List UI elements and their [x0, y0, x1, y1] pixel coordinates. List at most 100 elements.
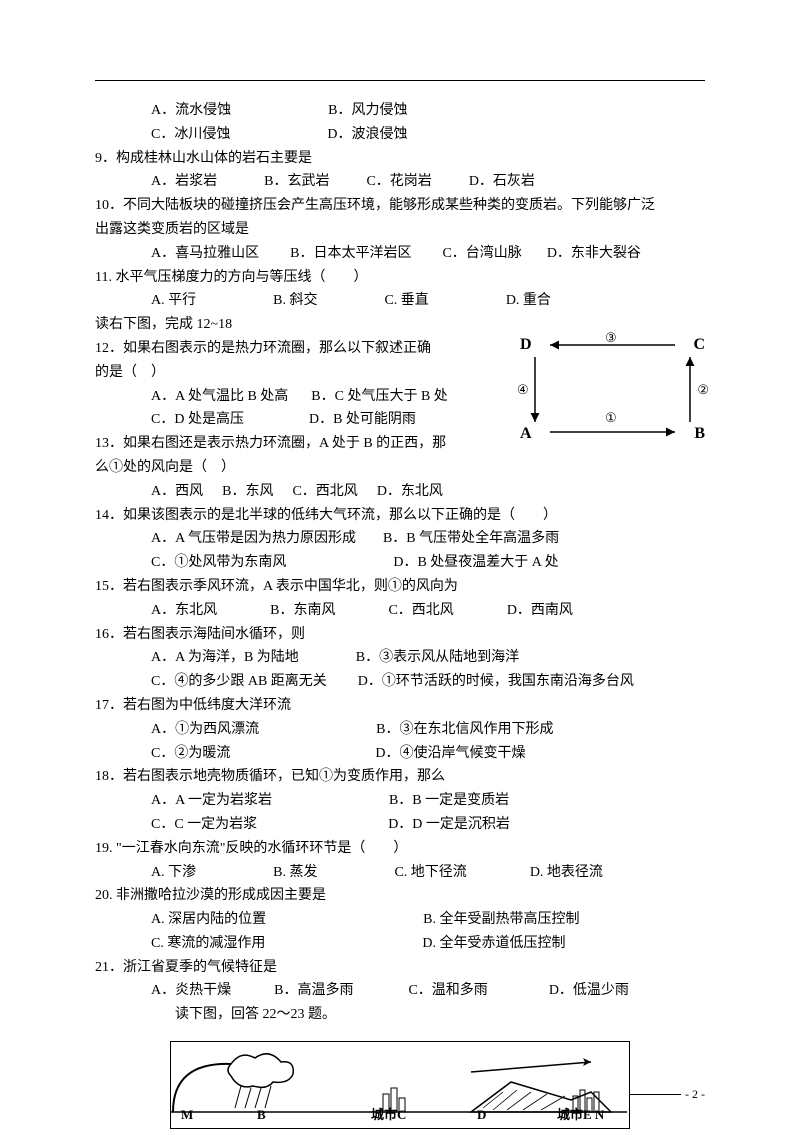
q17-optA: A．①为西风漂流: [151, 722, 259, 737]
diagram-label-D: D: [520, 331, 532, 358]
q17-stem: 17．若右图为中低纬度大洋环流: [95, 694, 705, 718]
intro-22-23: 读下图，回答 22～23 题。: [95, 1003, 705, 1027]
fig-label-cityE: 城市E N: [557, 1104, 604, 1126]
q21-optC: C．温和多雨: [408, 983, 487, 998]
q9-optA: A．岩浆岩: [151, 174, 217, 189]
q10-optD: D．东非大裂谷: [547, 246, 641, 261]
q21-optB: B．高温多雨: [274, 983, 353, 998]
fig-label-B: B: [257, 1104, 266, 1126]
q14-optA: A．A 气压带是因为热力原因形成: [151, 531, 356, 546]
q13-optA: A．西风: [151, 484, 203, 499]
q12-optD: D．B 处可能阴雨: [309, 412, 416, 427]
q18-optB: B．B 一定是变质岩: [389, 793, 509, 808]
q14-row1: A．A 气压带是因为热力原因形成 B．B 气压带处全年高温多雨: [95, 527, 705, 551]
q10-optC: C．台湾山脉: [442, 246, 521, 261]
q9-optB: B．玄武岩: [264, 174, 329, 189]
q9-optC: C．花岗岩: [366, 174, 431, 189]
q13-optC: C．西北风: [292, 484, 357, 499]
q10-optA: A．喜马拉雅山区: [151, 246, 259, 261]
q21-opts: A．炎热干燥 B．高温多雨 C．温和多雨 D．低温少雨: [95, 979, 705, 1003]
q8-row1: A．流水侵蚀 B．风力侵蚀: [95, 99, 705, 123]
q17-optD: D．④使沿岸气候变干燥: [375, 746, 525, 761]
fig-label-M: M: [181, 1104, 193, 1126]
q10-stem2: 出露这类变质岩的区域是: [95, 218, 705, 242]
q8-optC: C．冰川侵蚀: [151, 127, 230, 142]
q11-optB: B. 斜交: [273, 293, 317, 308]
q20-row2: C. 寒流的减湿作用 D. 全年受赤道低压控制: [95, 932, 705, 956]
q18-row1: A．A 一定为岩浆岩 B．B 一定是变质岩: [95, 789, 705, 813]
q8-optA: A．流水侵蚀: [151, 103, 231, 118]
q8-row2: C．冰川侵蚀 D．波浪侵蚀: [95, 123, 705, 147]
q18-optA: A．A 一定为岩浆岩: [151, 793, 272, 808]
q20-optC: C. 寒流的减湿作用: [151, 936, 265, 951]
q15-stem: 15．若右图表示季风环流，A 表示中国华北，则①的风向为: [95, 575, 705, 599]
diagram-circ-4: ④: [517, 379, 529, 401]
q13-stem2: 么①处的风向是（ ）: [95, 456, 705, 480]
circulation-diagram: D C A B ③ ② ① ④: [520, 327, 705, 447]
q15-optB: B．东南风: [270, 603, 335, 618]
q10-opts: A．喜马拉雅山区 B．日本太平洋岩区 C．台湾山脉 D．东非大裂谷: [95, 242, 705, 266]
q12-optB: B．C 处气压大于 B 处: [311, 389, 448, 404]
q20-row1: A. 深居内陆的位置 B. 全年受副热带高压控制: [95, 908, 705, 932]
q17-optC: C．②为暖流: [151, 746, 230, 761]
q16-stem: 16．若右图表示海陆间水循环，则: [95, 623, 705, 647]
diagram-circ-1: ①: [605, 407, 617, 429]
q8-optD: D．波浪侵蚀: [327, 127, 407, 142]
q13-optD: D．东北风: [377, 484, 443, 499]
q15-optD: D．西南风: [507, 603, 573, 618]
q12-optA: A．A 处气温比 B 处高: [151, 389, 288, 404]
q17-row1: A．①为西风漂流 B．③在东北信风作用下形成: [95, 718, 705, 742]
q10-optB: B．日本太平洋岩区: [290, 246, 411, 261]
q16-optD: D．①环节活跃的时候，我国东南沿海多台风: [358, 674, 634, 689]
q14-optB: B．B 气压带处全年高温多雨: [383, 531, 559, 546]
q16-row1: A．A 为海洋，B 为陆地 B．③表示风从陆地到海洋: [95, 646, 705, 670]
q20-optB: B. 全年受副热带高压控制: [423, 912, 579, 927]
page-number: - 2 -: [629, 1084, 705, 1104]
q17-row2: C．②为暖流 D．④使沿岸气候变干燥: [95, 742, 705, 766]
diagram-circ-2: ②: [697, 379, 709, 401]
q11-optD: D. 重合: [506, 293, 551, 308]
q17-optB: B．③在东北信风作用下形成: [376, 722, 553, 737]
q14-optC: C．①处风带为东南风: [151, 555, 286, 570]
q19-optA: A. 下渗: [151, 865, 196, 880]
q15-opts: A．东北风 B．东南风 C．西北风 D．西南风: [95, 599, 705, 623]
diagram-label-C: C: [693, 331, 705, 358]
q19-optB: B. 蒸发: [273, 865, 317, 880]
q14-stem: 14．如果该图表示的是北半球的低纬大气环流，那么以下正确的是（ ）: [95, 504, 705, 528]
q16-optA: A．A 为海洋，B 为陆地: [151, 650, 299, 665]
q13-optB: B．东风: [222, 484, 273, 499]
diagram-label-A: A: [520, 420, 532, 447]
q19-opts: A. 下渗 B. 蒸发 C. 地下径流 D. 地表径流: [95, 861, 705, 885]
q14-row2: C．①处风带为东南风 D．B 处昼夜温差大于 A 处: [95, 551, 705, 575]
diagram-label-B: B: [694, 420, 705, 447]
q18-optD: D．D 一定是沉积岩: [388, 817, 510, 832]
q9-optD: D．石灰岩: [469, 174, 535, 189]
q21-optD: D．低温少雨: [549, 983, 629, 998]
q11-optC: C. 垂直: [384, 293, 428, 308]
q20-stem: 20. 非洲撒哈拉沙漠的形成成因主要是: [95, 884, 705, 908]
q18-stem: 18．若右图表示地壳物质循环，已知①为变质作用，那么: [95, 765, 705, 789]
page-number-text: - 2 -: [685, 1087, 705, 1101]
q18-optC: C．C 一定为岩浆: [151, 817, 257, 832]
q18-row2: C．C 一定为岩浆 D．D 一定是沉积岩: [95, 813, 705, 837]
q21-optA: A．炎热干燥: [151, 983, 231, 998]
q11-optA: A. 平行: [151, 293, 196, 308]
q11-stem: 11. 水平气压梯度力的方向与等压线（ ）: [95, 266, 705, 290]
q15-optA: A．东北风: [151, 603, 217, 618]
q10-stem1: 10．不同大陆板块的碰撞挤压会产生高压环境，能够形成某些种类的变质岩。下列能够广…: [95, 194, 705, 218]
exam-content: A．流水侵蚀 B．风力侵蚀 C．冰川侵蚀 D．波浪侵蚀 9．构成桂林山水山体的岩…: [95, 99, 705, 1129]
q20-optA: A. 深居内陆的位置: [151, 912, 266, 927]
q8-optB: B．风力侵蚀: [328, 103, 407, 118]
q14-optD: D．B 处昼夜温差大于 A 处: [393, 555, 558, 570]
q9-stem: 9．构成桂林山水山体的岩石主要是: [95, 147, 705, 171]
q12-optC: C．D 处是高压: [151, 412, 244, 427]
cross-section-figure: M B 城市C D 城市E N: [170, 1041, 630, 1129]
diagram-circ-3: ③: [605, 327, 617, 349]
q16-row2: C．④的多少跟 AB 距离无关 D．①环节活跃的时候，我国东南沿海多台风: [95, 670, 705, 694]
q13-opts: A．西风 B．东风 C．西北风 D．东北风: [95, 480, 705, 504]
q20-optD: D. 全年受赤道低压控制: [422, 936, 565, 951]
q16-optC: C．④的多少跟 AB 距离无关: [151, 674, 327, 689]
fig-label-cityC: 城市C: [371, 1104, 406, 1126]
q19-optC: C. 地下径流: [394, 865, 466, 880]
q11-opts: A. 平行 B. 斜交 C. 垂直 D. 重合: [95, 289, 705, 313]
